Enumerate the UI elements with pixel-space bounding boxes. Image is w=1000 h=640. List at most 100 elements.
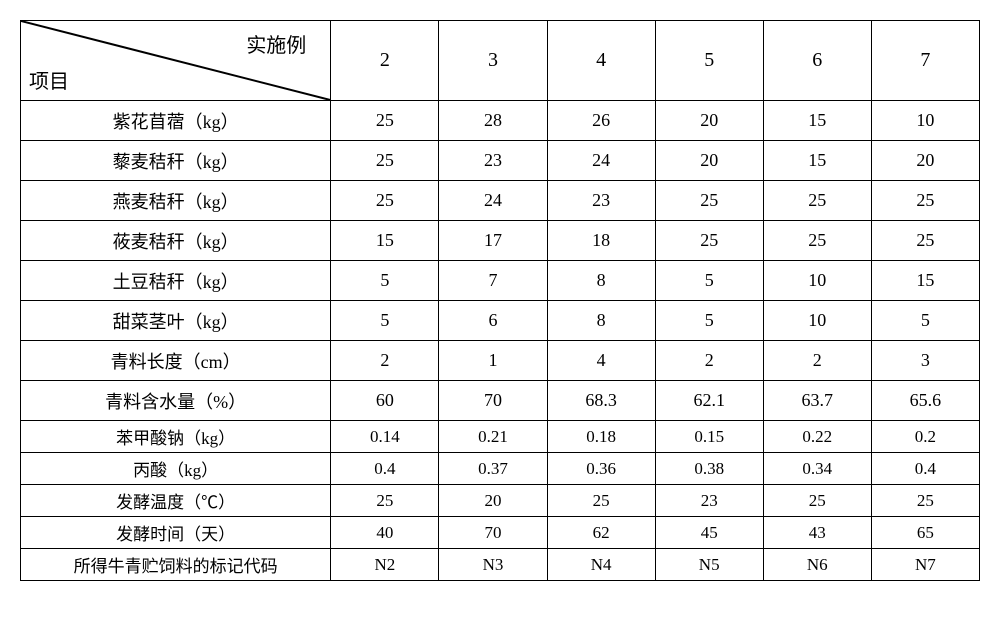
- table-row: 莜麦秸秆（kg）151718252525: [21, 221, 980, 261]
- data-cell: 15: [331, 221, 439, 261]
- data-cell: 18: [547, 221, 655, 261]
- data-cell: 28: [439, 101, 547, 141]
- row-label: 苯甲酸钠（kg）: [21, 421, 331, 453]
- data-cell: N5: [655, 549, 763, 581]
- data-cell: 25: [331, 485, 439, 517]
- data-cell: 20: [871, 141, 979, 181]
- data-cell: 5: [331, 301, 439, 341]
- row-label: 青料含水量（%）: [21, 381, 331, 421]
- data-cell: 0.38: [655, 453, 763, 485]
- table-row: 青料长度（cm）214223: [21, 341, 980, 381]
- table-container: 实施例 项目 2 3 4 5 6 7 紫花苜蓿（kg）252826201510藜…: [20, 20, 980, 581]
- data-cell: 20: [439, 485, 547, 517]
- data-cell: 17: [439, 221, 547, 261]
- data-cell: 43: [763, 517, 871, 549]
- row-label: 青料长度（cm）: [21, 341, 331, 381]
- data-cell: 23: [655, 485, 763, 517]
- data-cell: 23: [439, 141, 547, 181]
- data-cell: 2: [763, 341, 871, 381]
- col-header: 3: [439, 21, 547, 101]
- data-cell: 0.4: [331, 453, 439, 485]
- data-cell: N6: [763, 549, 871, 581]
- data-cell: 2: [331, 341, 439, 381]
- diagonal-header-cell: 实施例 项目: [21, 21, 331, 101]
- data-cell: N3: [439, 549, 547, 581]
- header-top-label: 实施例: [246, 29, 306, 58]
- data-cell: 10: [871, 101, 979, 141]
- data-cell: 25: [763, 221, 871, 261]
- data-cell: 0.2: [871, 421, 979, 453]
- col-header: 7: [871, 21, 979, 101]
- data-table: 实施例 项目 2 3 4 5 6 7 紫花苜蓿（kg）252826201510藜…: [20, 20, 980, 581]
- data-cell: 25: [331, 141, 439, 181]
- data-cell: 20: [655, 141, 763, 181]
- data-cell: 5: [655, 261, 763, 301]
- data-cell: 0.22: [763, 421, 871, 453]
- table-row: 燕麦秸秆（kg）252423252525: [21, 181, 980, 221]
- row-label: 发酵温度（℃）: [21, 485, 331, 517]
- row-label: 丙酸（kg）: [21, 453, 331, 485]
- table-body: 紫花苜蓿（kg）252826201510藜麦秸秆（kg）252324201520…: [21, 101, 980, 581]
- data-cell: 7: [439, 261, 547, 301]
- data-cell: 1: [439, 341, 547, 381]
- data-cell: 5: [655, 301, 763, 341]
- row-label: 甜菜茎叶（kg）: [21, 301, 331, 341]
- data-cell: N7: [871, 549, 979, 581]
- table-row: 发酵温度（℃）252025232525: [21, 485, 980, 517]
- data-cell: 0.21: [439, 421, 547, 453]
- col-header: 6: [763, 21, 871, 101]
- data-cell: 20: [655, 101, 763, 141]
- data-cell: 24: [547, 141, 655, 181]
- row-label: 燕麦秸秆（kg）: [21, 181, 331, 221]
- data-cell: 25: [655, 181, 763, 221]
- col-header: 4: [547, 21, 655, 101]
- table-row: 甜菜茎叶（kg）5685105: [21, 301, 980, 341]
- data-cell: 25: [871, 221, 979, 261]
- table-row: 紫花苜蓿（kg）252826201510: [21, 101, 980, 141]
- table-row: 藜麦秸秆（kg）252324201520: [21, 141, 980, 181]
- table-row: 青料含水量（%）607068.362.163.765.6: [21, 381, 980, 421]
- data-cell: 2: [655, 341, 763, 381]
- data-cell: 65.6: [871, 381, 979, 421]
- data-cell: 10: [763, 261, 871, 301]
- data-cell: 26: [547, 101, 655, 141]
- table-row: 丙酸（kg）0.40.370.360.380.340.4: [21, 453, 980, 485]
- data-cell: 25: [331, 181, 439, 221]
- data-cell: 0.36: [547, 453, 655, 485]
- data-cell: 0.14: [331, 421, 439, 453]
- data-cell: N2: [331, 549, 439, 581]
- header-bottom-label: 项目: [29, 65, 69, 94]
- data-cell: 0.15: [655, 421, 763, 453]
- data-cell: 65: [871, 517, 979, 549]
- data-cell: 62: [547, 517, 655, 549]
- data-cell: 25: [871, 181, 979, 221]
- row-label: 发酵时间（天）: [21, 517, 331, 549]
- data-cell: 3: [871, 341, 979, 381]
- header-row: 实施例 项目 2 3 4 5 6 7: [21, 21, 980, 101]
- data-cell: 5: [331, 261, 439, 301]
- data-cell: 8: [547, 261, 655, 301]
- table-row: 土豆秸秆（kg）57851015: [21, 261, 980, 301]
- data-cell: 25: [655, 221, 763, 261]
- data-cell: 15: [871, 261, 979, 301]
- data-cell: 15: [763, 141, 871, 181]
- data-cell: 10: [763, 301, 871, 341]
- data-cell: 70: [439, 381, 547, 421]
- row-label: 土豆秸秆（kg）: [21, 261, 331, 301]
- data-cell: 45: [655, 517, 763, 549]
- data-cell: 25: [331, 101, 439, 141]
- data-cell: 6: [439, 301, 547, 341]
- table-row: 苯甲酸钠（kg）0.140.210.180.150.220.2: [21, 421, 980, 453]
- data-cell: 0.18: [547, 421, 655, 453]
- table-row: 发酵时间（天）407062454365: [21, 517, 980, 549]
- data-cell: 25: [763, 181, 871, 221]
- data-cell: 0.4: [871, 453, 979, 485]
- data-cell: 24: [439, 181, 547, 221]
- data-cell: 5: [871, 301, 979, 341]
- data-cell: 25: [763, 485, 871, 517]
- data-cell: 25: [871, 485, 979, 517]
- data-cell: 4: [547, 341, 655, 381]
- table-row: 所得牛青贮饲料的标记代码N2N3N4N5N6N7: [21, 549, 980, 581]
- data-cell: 40: [331, 517, 439, 549]
- data-cell: 23: [547, 181, 655, 221]
